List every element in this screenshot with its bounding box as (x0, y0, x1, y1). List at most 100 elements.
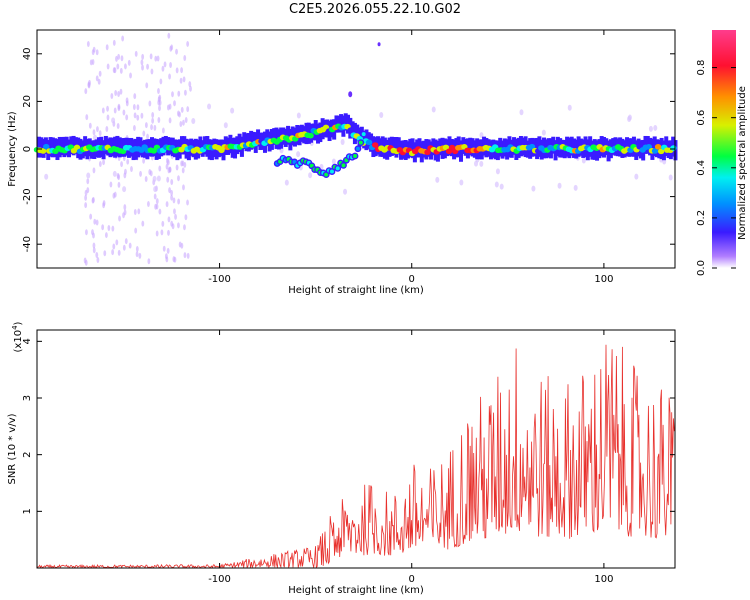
snr-panel: -100 0 100 1 2 3 4 Height of straight line (km… (7, 321, 676, 596)
spectrogram-cell (657, 148, 665, 155)
snr-multiplier: (x104) (11, 321, 24, 352)
spectrogram-cell (186, 199, 189, 206)
spectrogram-cell (181, 167, 185, 174)
spectrogram-cell (141, 220, 145, 227)
spectrogram-cell (91, 49, 95, 56)
spectrogram-cell (142, 130, 146, 137)
spectrogram-cell (114, 89, 118, 96)
spectrogram-cell (198, 136, 203, 155)
spectrogram-cell (557, 182, 562, 189)
spectrogram-cell (85, 114, 89, 121)
spectrogram-cell (343, 188, 348, 195)
spectrogram-cell (170, 179, 174, 186)
spectrogram-cell (188, 81, 192, 88)
spectrogram-cell (165, 201, 169, 208)
spectrogram-cell (447, 136, 452, 156)
spectrogram-cell (95, 49, 99, 56)
spectrogram-cell (126, 158, 130, 165)
spectrogram-cell (186, 40, 190, 47)
spectrogram-cell (118, 215, 121, 222)
spectrogram-cell (495, 168, 500, 175)
spectrogram-cell (173, 208, 176, 215)
spectrogram-cell (119, 67, 123, 74)
spectrogram-cell (175, 48, 178, 55)
spectrogram-cell (355, 146, 360, 151)
spectrogram-cell (442, 144, 450, 151)
x-tick-label: 0 (409, 274, 415, 285)
spectrogram-cell (153, 124, 157, 131)
spectrogram-cell (71, 135, 76, 156)
spectrogram-cell (249, 130, 254, 150)
spectrogram-cell (207, 103, 212, 110)
spectrogram-cell (181, 160, 185, 167)
spectrogram-cell (171, 223, 175, 230)
spectrogram-cell (165, 256, 169, 263)
spectrogram-cell (95, 219, 99, 226)
spectrogram-cell (105, 44, 109, 51)
spectrogram-cell (159, 78, 163, 85)
spectrogram-cell (154, 203, 158, 210)
spectrogram-cell (653, 124, 658, 131)
spectrogram-cell (96, 126, 99, 133)
spectrogram-cell (169, 61, 172, 68)
spectrogram-cell (39, 137, 44, 158)
spectrogram-cell (132, 104, 136, 111)
spectrogram-cell (167, 229, 170, 236)
spectrogram-cell (170, 44, 174, 51)
spectrogram-cell (170, 194, 174, 201)
spectrogram-cell (468, 137, 473, 156)
spectrogram-cell (115, 239, 119, 246)
spectrogram-cell (274, 127, 279, 149)
spectrogram-cell (499, 183, 504, 190)
spectrogram-cell (128, 242, 132, 249)
spectrogram-cell (97, 78, 101, 85)
y-tick-label: 40 (22, 47, 33, 60)
spectrogram-cell (180, 242, 184, 249)
spectrogram-cell (146, 133, 149, 140)
spectrogram-cell (138, 137, 143, 156)
spectrogram-cell (634, 173, 639, 180)
spectrogram-cell (133, 112, 137, 119)
spectrogram-cell (329, 169, 334, 174)
spectrogram-cell (170, 189, 173, 196)
spectrogram-cell (166, 159, 170, 166)
spectrogram-cell (237, 133, 242, 153)
spectrogram-cell (151, 117, 155, 124)
page-title: C2E5.2026.055.22.10.G02 (288, 2, 462, 17)
spectrogram-cell (112, 67, 116, 74)
y-tick-label: 3 (22, 395, 33, 401)
spectrogram-cell (88, 122, 92, 129)
spectrogram-cell (177, 222, 180, 229)
snr-ylabel: SNR (10 * v/v) (7, 413, 18, 484)
spectrogram-cell (124, 63, 127, 70)
spectrogram-cell (183, 54, 187, 61)
colorbar-gradient (712, 30, 736, 268)
spectrogram-cell (242, 132, 247, 150)
spectrogram-cell (161, 65, 165, 72)
spectrogram-cell (159, 138, 164, 157)
spectrogram-cell (394, 137, 399, 158)
spectrogram-cell (156, 175, 161, 182)
spectrogram-cell (180, 106, 184, 113)
spectrogram-cell (180, 67, 183, 74)
spectrogram-cell (158, 208, 162, 215)
spectrogram-cell (148, 169, 152, 176)
spectrogram-cell (172, 197, 176, 204)
spectrogram-cell (168, 73, 171, 80)
spectrogram-cell (178, 111, 181, 118)
spectrogram-cell (92, 129, 96, 136)
spectrogram-cell (123, 204, 127, 211)
spectrogram-cell (410, 138, 415, 158)
spectrogram-xlabel: Height of straight line (km) (288, 285, 424, 296)
spectrogram-cell (140, 59, 144, 66)
colorbar-tick-label: 0.8 (696, 60, 707, 76)
spectrogram-cell (569, 136, 574, 156)
spectrogram-cell (107, 225, 111, 232)
spectrogram-marks (33, 32, 678, 266)
spectrogram-cell (73, 144, 81, 151)
spectrogram-cell (498, 137, 503, 157)
spectrogram-cell (124, 238, 128, 245)
spectrogram-cell (112, 39, 116, 46)
spectrogram-cell (150, 68, 154, 75)
spectrogram-cell (379, 112, 384, 119)
